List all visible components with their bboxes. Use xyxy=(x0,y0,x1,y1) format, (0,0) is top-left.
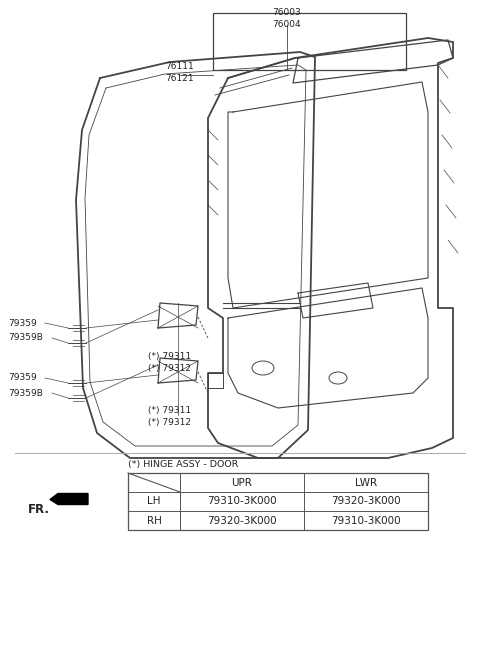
Text: 79359B: 79359B xyxy=(8,388,43,398)
Text: (*) 79312: (*) 79312 xyxy=(148,419,191,428)
Text: 79359B: 79359B xyxy=(8,333,43,343)
Text: (*) 79311: (*) 79311 xyxy=(148,407,191,415)
Text: UPR: UPR xyxy=(231,477,252,487)
Text: RH: RH xyxy=(146,515,161,525)
Bar xyxy=(213,13,406,70)
Text: LH: LH xyxy=(147,496,161,506)
Text: FR.: FR. xyxy=(28,503,50,516)
Text: (*) 79312: (*) 79312 xyxy=(148,364,191,373)
Bar xyxy=(128,473,428,530)
Text: 79310-3K000: 79310-3K000 xyxy=(331,515,401,525)
Text: 79359: 79359 xyxy=(8,373,37,383)
Text: 79320-3K000: 79320-3K000 xyxy=(207,515,277,525)
Text: (*) 79311: (*) 79311 xyxy=(148,352,191,360)
Polygon shape xyxy=(50,493,88,504)
Text: LWR: LWR xyxy=(355,477,377,487)
Text: 76111
76121: 76111 76121 xyxy=(166,62,194,83)
Text: (*) HINGE ASSY - DOOR: (*) HINGE ASSY - DOOR xyxy=(128,460,239,469)
Text: 79310-3K000: 79310-3K000 xyxy=(207,496,277,506)
Text: 79359: 79359 xyxy=(8,318,37,328)
Text: 79320-3K000: 79320-3K000 xyxy=(331,496,401,506)
Text: 76003
76004: 76003 76004 xyxy=(273,8,301,29)
